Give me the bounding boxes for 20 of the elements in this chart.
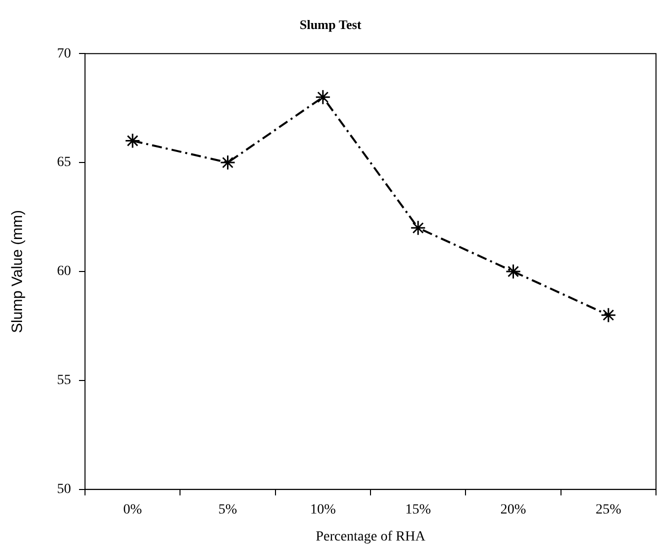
point <box>600 307 616 323</box>
y-tick-label: 55 <box>57 373 71 388</box>
point <box>315 89 331 105</box>
y-tick-label: 70 <box>57 46 71 62</box>
x-tick-label: 25% <box>596 502 622 518</box>
y-axis-title: Slump Value (mm) <box>9 210 26 334</box>
y-tick-label: 65 <box>57 155 71 170</box>
chart-title: Slump Test <box>300 17 362 32</box>
x-tick-label: 0% <box>123 502 142 518</box>
x-tick-label: 5% <box>218 502 238 518</box>
y-tick-label: 50 <box>57 482 71 498</box>
point <box>506 264 521 280</box>
x-tick-label: 10% <box>310 502 336 518</box>
x-tick-label: 15% <box>405 502 432 518</box>
y-tick-label: 60 <box>57 264 71 280</box>
x-tick-label: 20% <box>500 502 526 518</box>
point <box>124 133 140 149</box>
point <box>220 154 236 170</box>
x-axis-title: Percentage of RHA <box>316 529 426 544</box>
point <box>410 220 426 236</box>
